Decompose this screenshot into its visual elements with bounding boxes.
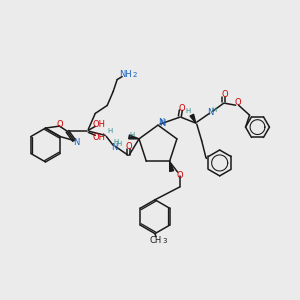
Text: O: O [56,120,63,129]
Text: H: H [113,139,119,145]
Text: O: O [176,171,183,180]
Text: O: O [178,104,185,113]
Text: O: O [221,90,228,99]
Text: 2: 2 [133,72,137,78]
Text: H: H [116,141,122,147]
Text: O: O [234,98,241,107]
Text: CH: CH [150,236,162,245]
Text: OH: OH [93,133,106,142]
Text: N: N [73,138,79,147]
Polygon shape [170,161,174,172]
Text: H: H [108,128,113,134]
Text: H: H [211,107,216,113]
Text: H: H [129,132,135,138]
Polygon shape [129,135,139,139]
Text: NH: NH [119,70,131,79]
Polygon shape [190,114,196,123]
Text: O: O [126,142,132,151]
Text: N: N [158,118,164,127]
Text: H: H [185,108,190,114]
Text: OH: OH [93,120,106,129]
Text: 3: 3 [163,238,167,244]
Text: N: N [111,143,117,152]
Text: N: N [159,118,165,127]
Text: N: N [208,108,214,117]
